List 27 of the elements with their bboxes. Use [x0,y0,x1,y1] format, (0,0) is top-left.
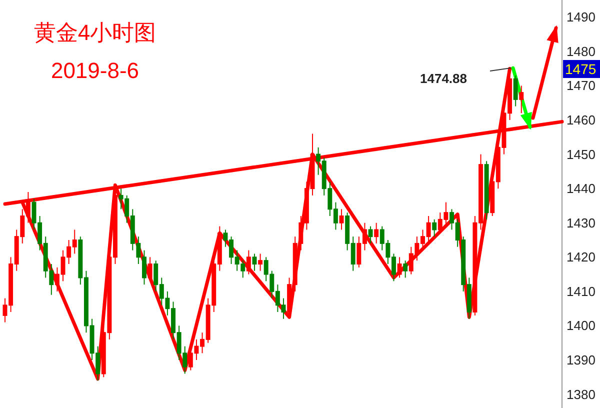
candlestick [339,208,344,230]
candlestick [368,226,373,244]
candlestick [252,253,257,272]
y-tick-label: 1440 [566,181,596,196]
y-tick-label: 1390 [566,352,596,368]
text: 2019-8-6 [50,58,140,83]
candlestick [519,85,524,114]
y-tick-label: 1480 [566,44,596,59]
text: 1475 [565,61,596,77]
y-tick-label: 1420 [566,250,596,265]
y-tick-label: 1450 [566,146,596,162]
y-tick-label: 1380 [566,386,596,402]
candlestick [513,74,518,107]
y-tick-label: 1490 [566,10,596,25]
y-tick-label: 1400 [566,318,596,334]
y-tick-label: 1430 [566,215,596,230]
candlestick [432,218,437,238]
annotation: 1474.88 [420,71,467,86]
candlestick [374,222,379,244]
candlestick [246,250,251,275]
candlestick [397,256,402,278]
candlestick [403,260,408,278]
y-tick-label: 1410 [566,284,596,299]
candlestick [258,253,263,272]
text: 黄金4小时图 [34,20,156,45]
y-tick-label: 1460 [566,112,596,128]
y-tick-label: 1470 [566,78,596,94]
